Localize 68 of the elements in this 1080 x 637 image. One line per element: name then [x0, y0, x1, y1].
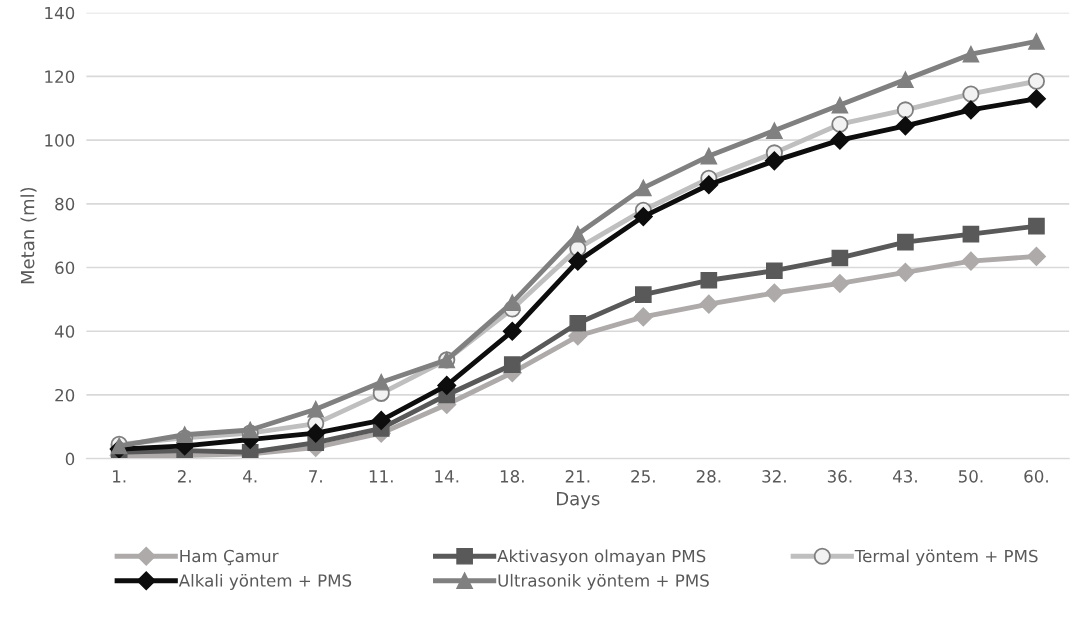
point — [897, 233, 914, 251]
x-tick-label: 50. — [958, 470, 983, 483]
x-tick-label: 21. — [565, 470, 590, 483]
legend-label: Alkali yöntem + PMS — [178, 573, 352, 591]
point — [766, 262, 783, 280]
y-tick-label: 20 — [55, 388, 75, 402]
point — [633, 207, 653, 227]
point — [1028, 33, 1045, 50]
x-tick-label: 28. — [696, 470, 721, 483]
point — [1026, 246, 1046, 266]
x-tick-label: 7. — [309, 470, 322, 483]
point — [1028, 217, 1045, 235]
point — [764, 283, 784, 303]
point — [306, 423, 326, 443]
legend-label: Termal yöntem + PMS — [854, 549, 1038, 566]
x-tick-label: 60. — [1024, 470, 1048, 483]
point — [634, 286, 652, 303]
point — [830, 273, 850, 293]
y-tick-label: 80 — [55, 197, 75, 211]
point — [831, 96, 849, 114]
point — [766, 122, 783, 139]
x-tick-label: 2. — [177, 470, 191, 483]
point — [502, 321, 522, 341]
point — [897, 71, 914, 88]
point — [961, 251, 981, 271]
legend-label: Ham Çamur — [180, 549, 279, 566]
point — [1026, 89, 1046, 109]
point — [437, 375, 457, 395]
point — [895, 116, 915, 136]
point — [503, 356, 521, 374]
y-axis-title: Metan (ml) — [20, 187, 37, 284]
x-tick-label: 25. — [631, 470, 655, 483]
point — [372, 373, 390, 391]
point — [569, 225, 587, 243]
y-tick-label: 0 — [65, 452, 75, 466]
x-axis-title: Days — [557, 491, 600, 509]
point — [962, 45, 980, 63]
y-tick-label: 60 — [55, 261, 75, 275]
legend-label: Aktivasyon olmayan PMS — [497, 549, 706, 566]
x-tick-label: 1. — [113, 470, 126, 483]
point — [831, 249, 849, 267]
point — [699, 294, 719, 314]
point — [764, 151, 784, 171]
x-tick-label: 32. — [762, 470, 786, 483]
x-tick-label: 11. — [369, 470, 393, 483]
x-tick-label: 4. — [243, 470, 257, 483]
x-tick-label: 36. — [827, 470, 852, 483]
y-tick-label: 100 — [45, 134, 75, 147]
point — [830, 130, 850, 150]
x-tick-label: 18. — [500, 470, 524, 483]
point — [699, 175, 719, 195]
point — [962, 225, 980, 243]
point — [895, 262, 915, 282]
x-tick-label: 43. — [892, 470, 917, 483]
y-tick-label: 120 — [45, 70, 75, 84]
point — [307, 400, 325, 418]
legend-label: Ultrasonik yöntem + PMS — [498, 573, 709, 591]
y-tick-label: 140 — [45, 6, 75, 20]
point — [569, 314, 587, 332]
point — [568, 251, 588, 271]
point — [700, 147, 718, 165]
point — [633, 307, 653, 327]
point — [634, 179, 652, 197]
x-tick-label: 14. — [435, 470, 459, 483]
point — [700, 271, 718, 289]
y-tick-label: 40 — [54, 325, 75, 338]
point — [371, 410, 391, 430]
point — [961, 100, 981, 120]
